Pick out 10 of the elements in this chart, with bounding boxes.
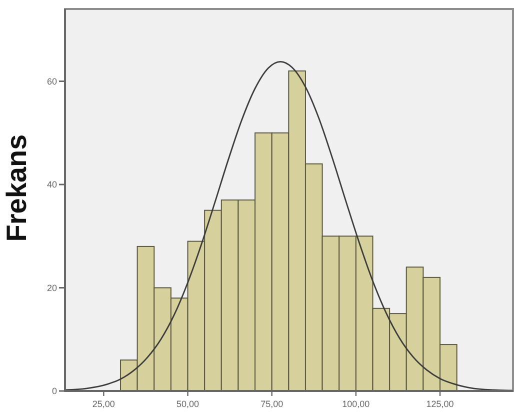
x-tick-label: 50,00 bbox=[176, 399, 200, 409]
x-tick-label: 100,00 bbox=[342, 399, 370, 409]
y-tick-label: 0 bbox=[52, 386, 57, 396]
x-tick-label: 25,00 bbox=[92, 399, 115, 409]
y-axis-title: Frekans bbox=[1, 134, 32, 242]
y-tick-label: 20 bbox=[46, 282, 57, 293]
y-tick-label: 60 bbox=[46, 76, 57, 86]
y-tick-label: 40 bbox=[46, 180, 57, 190]
x-tick-label: 75,00 bbox=[260, 399, 284, 409]
x-tick-label: 125,00 bbox=[426, 399, 454, 409]
